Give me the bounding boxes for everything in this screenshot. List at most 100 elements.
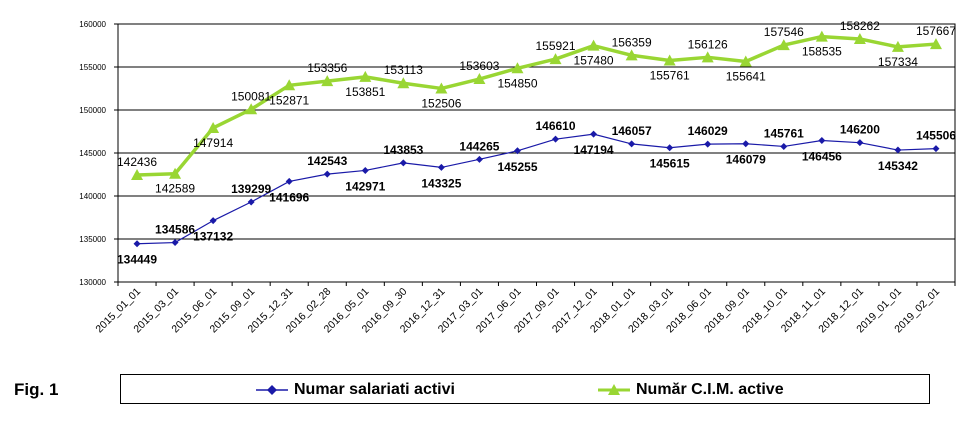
point-marker-salariati [323,170,331,178]
data-label-salariati: 146029 [688,124,728,138]
data-label-salariati: 146057 [612,124,652,138]
data-label-salariati: 145342 [878,159,918,173]
point-marker-salariati [171,239,179,247]
point-marker-cim [511,62,524,74]
point-marker-cim [929,38,942,50]
data-label-cim: 157334 [878,55,918,69]
line-chart: 130000 135000 140000 145000 150000 155000 1600… [79,19,956,335]
point-marker-cim [131,169,144,181]
point-marker-cim [663,54,676,66]
data-label-salariati: 147194 [574,143,614,157]
data-label-cim: 155761 [650,68,690,82]
point-marker-cim [891,40,904,52]
data-label-cim: 157546 [764,25,804,39]
legend-item-series-1: Numar salariati activi [254,379,455,401]
legend-item-series-2: Număr C.I.M. active [596,379,784,401]
y-tick-label: 160000 [79,20,106,29]
y-tick-label: 150000 [79,106,106,115]
data-label-cim: 153113 [384,63,423,77]
data-label-cim: 142436 [117,155,157,169]
point-marker-salariati [133,240,141,248]
data-label-cim: 153851 [345,85,385,99]
point-marker-salariati [628,140,636,148]
legend-marker-diamond-icon [256,385,288,395]
legend-marker-triangle-icon [598,384,630,395]
data-label-cim: 153356 [307,61,347,75]
data-label-salariati: 144265 [459,139,499,153]
data-label-cim: 154850 [497,76,537,90]
point-marker-cim [435,82,448,94]
point-marker-cim [397,77,410,89]
data-label-cim: 147914 [193,136,233,150]
point-marker-cim [549,53,562,65]
y-tick-label: 130000 [79,278,106,287]
y-tick-label: 145000 [79,149,106,158]
data-label-salariati: 145255 [497,160,537,174]
point-marker-salariati [666,144,674,152]
data-label-salariati: 145615 [650,157,690,171]
point-marker-salariati [285,177,293,185]
data-label-cim: 150081 [231,89,271,103]
data-label-salariati: 137132 [193,230,233,244]
point-marker-salariati [818,136,826,144]
data-label-cim: 152506 [421,96,461,110]
point-marker-cim [701,51,714,63]
y-tick-label: 135000 [79,235,106,244]
point-marker-salariati [361,166,369,174]
data-label-salariati: 134449 [117,253,157,267]
data-label-salariati: 146456 [802,149,842,163]
point-marker-cim [321,75,334,87]
point-marker-salariati [399,159,407,167]
data-label-cim: 155641 [726,69,766,83]
point-marker-salariati [513,147,521,155]
figure-label: Fig. 1 [14,380,59,399]
data-label-cim: 155921 [535,39,575,53]
point-marker-cim [815,30,828,42]
data-label-salariati: 143853 [383,143,423,157]
data-label-salariati: 143325 [421,176,461,190]
data-label-cim: 158535 [802,45,842,59]
data-label-cim: 156126 [688,37,728,51]
point-marker-cim [777,39,790,51]
point-marker-salariati [742,140,750,148]
data-label-salariati: 134586 [155,223,195,237]
point-marker-cim [207,121,220,133]
point-marker-cim [283,79,296,91]
data-label-salariati: 146610 [535,119,575,133]
point-marker-salariati [437,163,445,171]
series-line-cim [136,34,937,177]
point-marker-salariati [932,145,940,153]
series-line-salariati [137,133,936,245]
data-label-cim: 153603 [459,59,499,73]
data-label-cim: 152871 [269,93,309,107]
point-marker-salariati [209,217,217,225]
data-label-salariati: 146079 [726,153,766,167]
data-label-cim: 158262 [840,19,880,33]
point-marker-cim [473,73,486,85]
point-marker-cim [245,103,258,115]
point-marker-cim [169,167,182,179]
point-marker-salariati [894,146,902,154]
point-marker-salariati [856,139,864,147]
chart-legend: Numar salariati activi Număr C.I.M. acti… [120,374,930,404]
point-marker-cim [359,70,372,82]
data-label-cim: 156359 [612,35,652,49]
point-marker-cim [625,49,638,61]
legend-label-series-1: Numar salariati activi [294,381,455,398]
point-marker-salariati [552,135,560,143]
point-marker-cim [587,39,600,51]
data-label-cim: 142589 [155,182,195,196]
point-marker-cim [739,55,752,67]
data-label-salariati: 145761 [764,126,804,140]
data-label-salariati: 142971 [345,179,385,193]
data-label-cim: 157667 [916,24,956,38]
point-marker-salariati [704,140,712,148]
data-label-salariati: 142543 [307,154,347,168]
point-marker-salariati [475,155,483,163]
point-marker-cim [853,32,866,44]
point-marker-salariati [780,142,788,150]
data-label-cim: 157480 [574,54,614,68]
data-label-salariati: 139299 [231,182,271,196]
legend-label-series-2: Număr C.I.M. active [636,381,784,398]
data-label-salariati: 145506 [916,129,956,143]
